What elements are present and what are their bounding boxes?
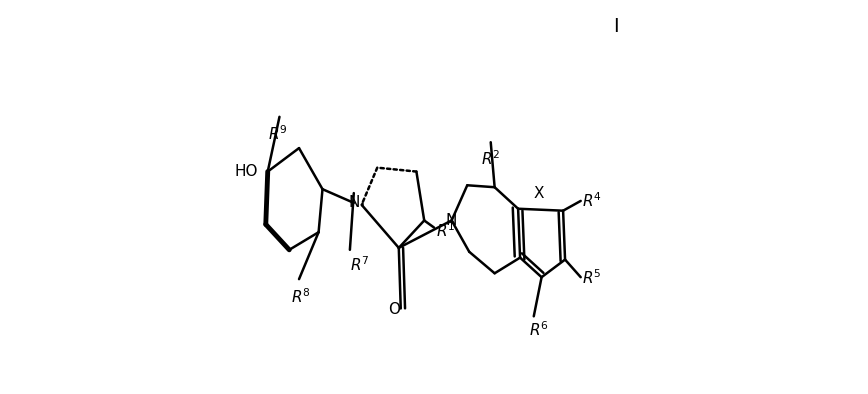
Text: O: O: [388, 302, 399, 317]
Text: $R^7$: $R^7$: [350, 255, 370, 274]
Text: $R^2$: $R^2$: [481, 149, 501, 168]
Text: $R^8$: $R^8$: [291, 287, 311, 306]
Text: $R^4$: $R^4$: [582, 191, 602, 210]
Text: X: X: [534, 186, 544, 201]
Text: $R^9$: $R^9$: [267, 124, 287, 143]
Text: $R^6$: $R^6$: [529, 321, 549, 339]
Text: $R^5$: $R^5$: [582, 268, 602, 286]
Text: $R^1$: $R^1$: [436, 221, 456, 240]
Text: N: N: [446, 213, 457, 228]
Text: I: I: [613, 17, 619, 36]
Text: HO: HO: [234, 164, 258, 179]
Text: N: N: [348, 195, 359, 210]
